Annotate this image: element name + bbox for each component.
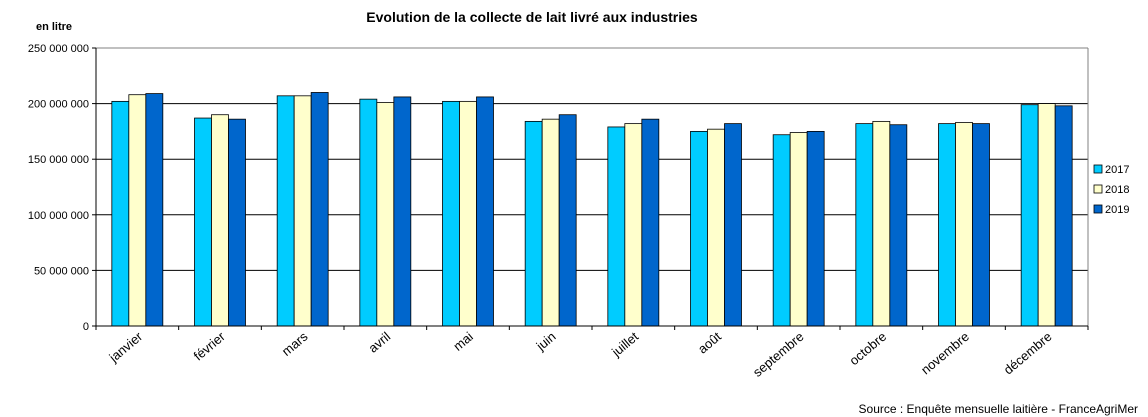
bar-2019-novembre (972, 123, 990, 327)
bar-2018-mai (459, 100, 477, 327)
x-tick-label: juin (533, 329, 559, 354)
legend-swatch-2018 (1093, 184, 1103, 194)
bar-2018-juillet (624, 123, 643, 327)
bar-2017-juin (524, 120, 543, 327)
bar-2018-août (707, 128, 725, 327)
bar-2019-avril (393, 96, 412, 327)
bar-2017-novembre (938, 123, 956, 327)
legend: 2017 2018 2019 (1093, 164, 1129, 216)
bar-2017-décembre (1020, 104, 1039, 327)
bar-2019-août (724, 123, 742, 327)
plot-area (96, 48, 1088, 326)
bar-2018-décembre (1037, 103, 1056, 327)
bar-2018-juin (541, 118, 560, 327)
y-axis-label: en litre (36, 21, 72, 33)
bar-2019-octobre (889, 124, 908, 327)
y-tick-label: 0 (83, 321, 89, 333)
bar-2018-septembre (789, 132, 808, 327)
x-tick-label: avril (365, 329, 393, 356)
bar-2017-août (690, 130, 708, 327)
bar-2019-mars (310, 92, 329, 327)
bar-2019-juin (558, 114, 577, 327)
bar-2019-février (228, 118, 246, 327)
x-tick-label: mars (279, 328, 311, 358)
bar-2018-février (211, 114, 229, 327)
legend-label: 2017 (1105, 164, 1129, 176)
y-tick-label: 200 000 000 (28, 99, 89, 111)
y-tick-label: 150 000 000 (28, 154, 89, 166)
bar-2018-avril (376, 102, 395, 327)
chart-title: Evolution de la collecte de lait livré a… (366, 9, 698, 25)
bar-2018-mars (293, 95, 312, 327)
x-tick-label: janvier (106, 328, 146, 365)
bar-2018-octobre (872, 120, 891, 327)
x-tick-label: février (191, 328, 229, 363)
bar-2017-mai (442, 100, 460, 327)
x-tick-label: août (695, 329, 724, 357)
bar-2017-octobre (855, 123, 874, 327)
x-tick-label: octobre (846, 329, 889, 368)
x-tick-label: mai (450, 329, 476, 354)
bar-2019-décembre (1054, 105, 1073, 327)
bar-2017-mars (276, 95, 295, 327)
legend-label: 2019 (1105, 204, 1129, 216)
y-tick-label: 100 000 000 (28, 210, 89, 222)
bar-2017-septembre (772, 134, 791, 327)
source-note: Source : Enquête mensuelle laitière - Fr… (859, 402, 1138, 416)
bar-2018-novembre (955, 122, 973, 327)
x-tick-label: juillet (608, 329, 641, 360)
x-tick-label: septembre (750, 329, 807, 380)
bar-2017-février (194, 117, 212, 327)
bar-2017-juillet (607, 126, 626, 327)
legend-swatch-2019 (1093, 204, 1103, 214)
legend-swatch-2017 (1093, 164, 1103, 174)
bar-2019-janvier (145, 93, 164, 327)
x-tick-label: décembre (1001, 329, 1055, 378)
bar-2017-janvier (111, 100, 130, 327)
x-tick-label: novembre (918, 329, 972, 378)
bar-2019-septembre (806, 130, 825, 327)
bar-2019-juillet (641, 118, 660, 327)
legend-label: 2018 (1105, 184, 1129, 196)
bar-2017-avril (359, 98, 378, 327)
bar-2019-mai (476, 96, 494, 327)
y-tick-label: 250 000 000 (28, 43, 89, 55)
y-tick-label: 50 000 000 (34, 265, 89, 277)
bar-2018-janvier (128, 94, 147, 327)
